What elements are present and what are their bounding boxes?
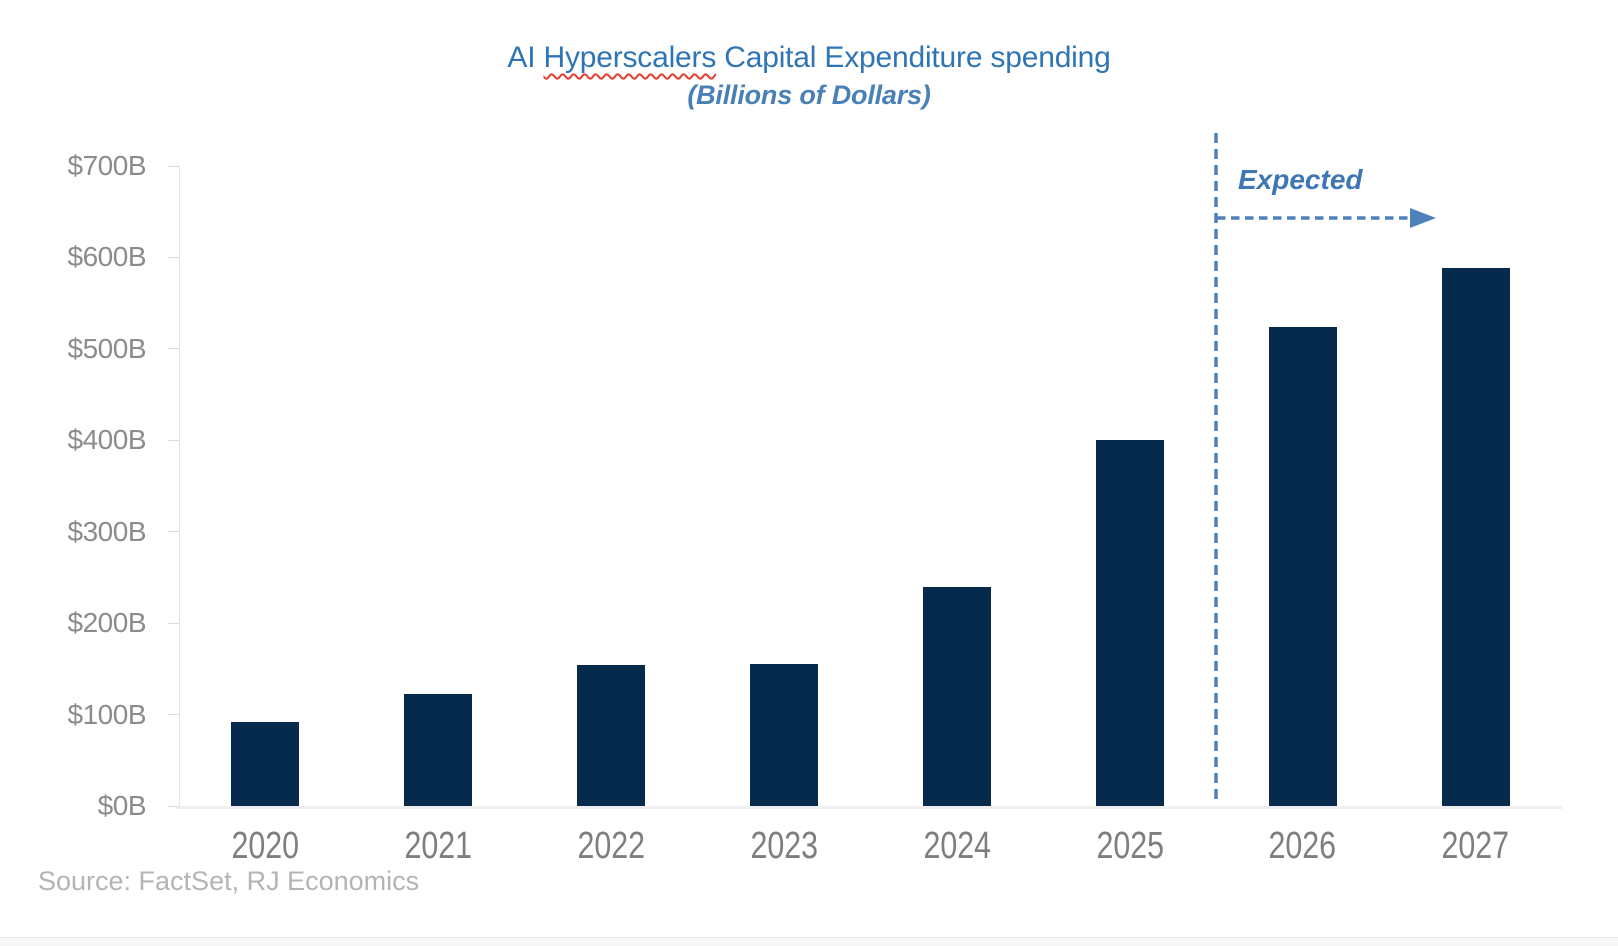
bar-slot-2023 (698, 166, 871, 806)
x-tick-label: 2026 (1268, 825, 1337, 867)
x-tick-label: 2021 (404, 825, 473, 867)
bar-2020 (231, 721, 300, 806)
bar-slot-2022 (525, 166, 698, 806)
x-label-slot-2025: 2025 (1043, 824, 1216, 868)
x-label-slot-2023: 2023 (698, 824, 871, 868)
y-tick-label: $300B (67, 515, 147, 547)
y-tick-label: $100B (67, 698, 147, 730)
bar-2022 (577, 665, 646, 806)
y-tick-mark (168, 805, 179, 807)
bar-2023 (750, 664, 819, 806)
y-tick-mark (168, 622, 179, 624)
expected-label: Expected (1238, 164, 1363, 195)
x-label-slot-2024: 2024 (871, 824, 1044, 868)
y-tick-mark (168, 531, 179, 533)
x-axis-labels: 2020 2021 2022 2023 2024 2025 2026 2027 (179, 824, 1562, 868)
x-tick-label: 2024 (923, 825, 991, 867)
x-label-slot-2020: 2020 (179, 824, 352, 868)
y-tick-mark (168, 256, 179, 258)
y-tick-mark (168, 439, 179, 441)
x-label-slot-2027: 2027 (1389, 824, 1562, 868)
source-text: Source: FactSet, RJ Economics (38, 866, 420, 896)
bar-slot-2026 (1216, 166, 1389, 806)
bar-2026 (1268, 326, 1337, 806)
y-tick-mark (168, 165, 179, 167)
y-tick-label: $600B (67, 241, 147, 273)
y-tick-mark (168, 348, 179, 350)
title-block: AI Hyperscalers Capital Expenditure spen… (0, 38, 1618, 112)
x-tick-label: 2027 (1441, 825, 1510, 867)
y-tick-label: $400B (67, 424, 147, 456)
x-label-slot-2021: 2021 (352, 824, 525, 868)
chart-subtitle: (Billions of Dollars) (687, 80, 931, 110)
x-tick-label: 2023 (750, 825, 818, 867)
y-tick-label: $500B (67, 332, 147, 364)
bar-2021 (404, 693, 473, 806)
y-tick-label: $700B (67, 150, 147, 181)
y-tick-label: $0B (97, 790, 147, 821)
y-axis-line (179, 166, 180, 806)
x-label-slot-2022: 2022 (525, 824, 698, 868)
bar-2024 (922, 586, 991, 806)
chart-title: AI Hyperscalers Capital Expenditure spen… (0, 38, 1618, 78)
bar-slot-2020 (179, 166, 352, 806)
bar-2027 (1441, 267, 1510, 806)
x-tick-label: 2022 (577, 825, 645, 867)
bar-slot-2021 (352, 166, 525, 806)
slide-bottom-edge (0, 937, 1618, 946)
bar-series (179, 166, 1562, 806)
x-axis-baseline (175, 806, 1562, 809)
x-tick-label: 2025 (1095, 825, 1164, 867)
x-label-slot-2026: 2026 (1216, 824, 1389, 868)
chart-title-misspelled-word: Hyperscalers (543, 41, 717, 74)
chart-title-prefix: AI (507, 41, 544, 74)
y-tick-label: $200B (67, 607, 147, 639)
x-tick-label: 2020 (231, 825, 300, 867)
bar-slot-2025 (1043, 166, 1216, 806)
bar-slot-2024 (871, 166, 1044, 806)
bar-2025 (1095, 440, 1164, 806)
bar-slot-2027 (1389, 166, 1562, 806)
chart-title-suffix: Capital Expenditure spending (716, 41, 1111, 74)
y-tick-mark (168, 714, 179, 716)
